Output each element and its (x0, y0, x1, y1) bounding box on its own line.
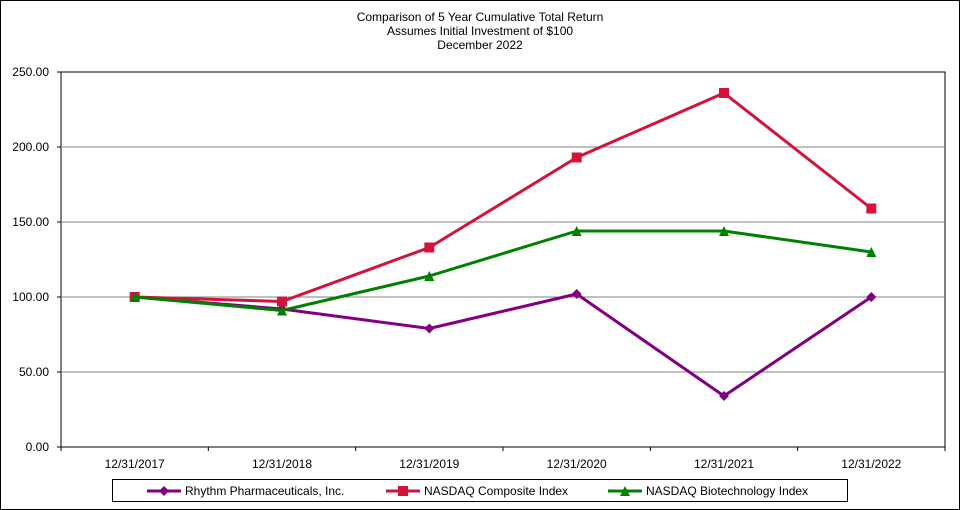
y-tick-label: 250.00 (12, 65, 49, 79)
legend-swatch-nasdaq-composite (386, 485, 420, 496)
legend-label-nasdaq-biotech: NASDAQ Biotechnology Index (646, 483, 809, 498)
legend-item-nasdaq-biotech: NASDAQ Biotechnology Index (607, 480, 808, 501)
data-point-diamond (571, 289, 582, 299)
x-tick-label: 12/31/2021 (694, 457, 754, 471)
data-point-triangle (424, 271, 435, 281)
data-point-square (719, 88, 729, 98)
chart-legend: Rhythm Pharmaceuticals, Inc. NASDAQ Comp… (112, 479, 848, 502)
y-tick-label: 150.00 (12, 215, 49, 229)
chart-title-line-3: December 2022 (437, 38, 523, 52)
y-tick-label: 0.00 (26, 440, 50, 454)
data-point-square (571, 152, 582, 163)
x-tick-label: 12/31/2018 (252, 457, 312, 471)
chart-title-line-1: Comparison of 5 Year Cumulative Total Re… (356, 10, 604, 24)
chart-title: Comparison of 5 Year Cumulative Total Re… (0, 10, 960, 52)
data-point-triangle (129, 292, 140, 302)
plot-area (60, 71, 946, 448)
data-point-triangle (277, 305, 287, 316)
data-point-square (424, 242, 435, 253)
data-point-triangle (571, 226, 582, 236)
chart-title-line-2: Assumes Initial Investment of $100 (386, 24, 574, 38)
data-point-diamond (866, 292, 877, 302)
data-point-square (277, 296, 287, 307)
data-point-triangle (866, 247, 877, 257)
legend-swatch-nasdaq-biotech (608, 485, 642, 496)
legend-label-nasdaq-composite: NASDAQ Composite Index (424, 483, 569, 498)
x-tick-label: 12/31/2019 (399, 457, 459, 471)
data-point-square (866, 203, 877, 214)
series-line-3 (134, 229, 872, 312)
y-tick-label: 100.00 (12, 290, 49, 304)
legend-swatch-rhythm (147, 485, 181, 496)
x-tick-label: 12/31/2020 (547, 457, 607, 471)
data-point-triangle (719, 226, 729, 236)
y-tick-label: 50.00 (19, 365, 49, 379)
legend-label-rhythm: Rhythm Pharmaceuticals, Inc. (185, 483, 345, 498)
x-tick-label: 12/31/2022 (841, 457, 901, 471)
legend-item-nasdaq-composite: NASDAQ Composite Index (385, 480, 568, 501)
data-point-diamond (719, 391, 729, 401)
y-tick-label: 200.00 (12, 140, 49, 154)
x-tick-label: 12/31/2017 (105, 457, 165, 471)
series-line-2 (134, 91, 873, 303)
legend-item-rhythm: Rhythm Pharmaceuticals, Inc. (146, 480, 344, 501)
data-point-diamond (424, 323, 435, 334)
